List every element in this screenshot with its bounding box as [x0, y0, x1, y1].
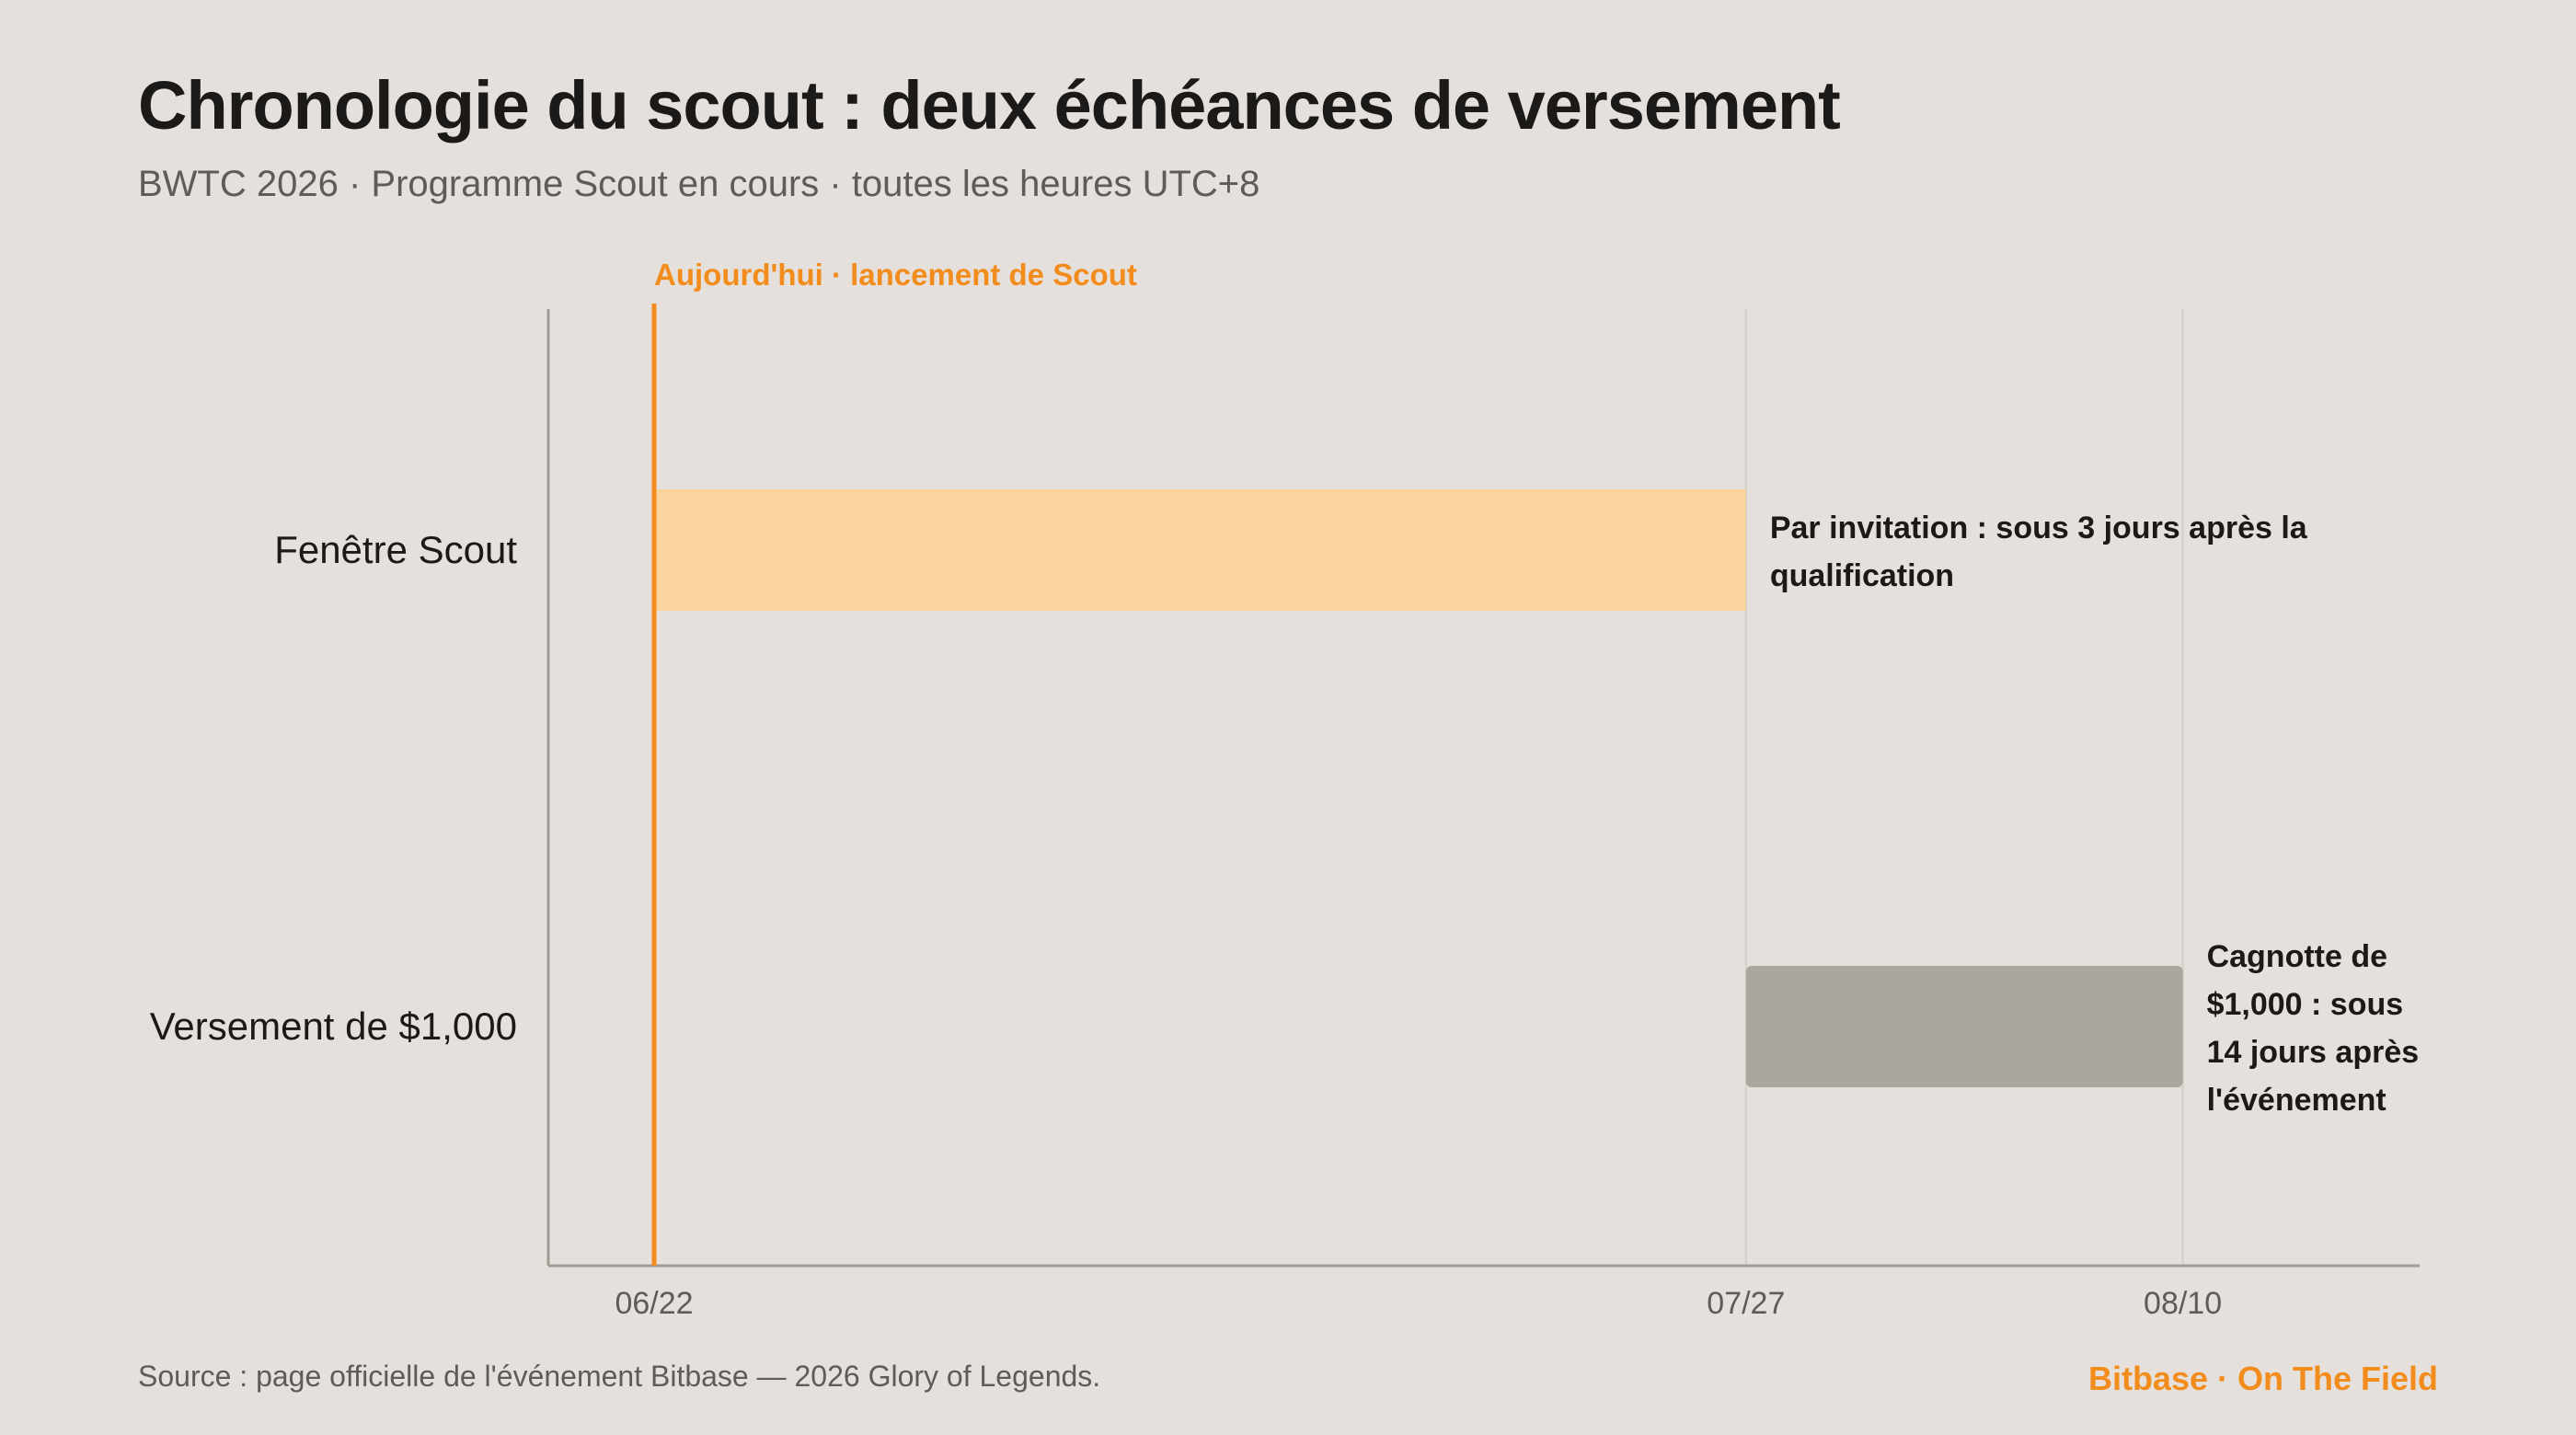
chart-title: Chronologie du scout : deux échéances de…: [138, 67, 1841, 144]
today-marker-label: Aujourd'hui · lancement de Scout: [654, 258, 1137, 292]
source-note: Source : page officielle de l'événement …: [138, 1360, 1101, 1393]
row-label-1: Fenêtre Scout: [274, 528, 517, 571]
bar-annotation-1-line-2: qualification: [1770, 558, 1954, 593]
bar-annotation-2-line-3: 14 jours après: [2207, 1035, 2420, 1070]
x-tick-label-07-27: 07/27: [1707, 1286, 1785, 1321]
bar-annotation-1-line-1: Par invitation : sous 3 jours après la: [1770, 511, 2308, 545]
x-tick-label-06-22: 06/22: [615, 1286, 693, 1321]
chart-subtitle: BWTC 2026 · Programme Scout en cours · t…: [138, 164, 1260, 204]
bar-annotation-2-line-4: l'événement: [2207, 1083, 2386, 1118]
bar-annotation-2-line-1: Cagnotte de: [2207, 939, 2387, 974]
x-tick-label-08-10: 08/10: [2144, 1286, 2222, 1321]
bar-scout-window: [654, 489, 1746, 611]
bar-annotation-2-line-2: $1,000 : sous: [2207, 987, 2404, 1022]
brand-label: Bitbase · On The Field: [2087, 1360, 2438, 1397]
row-label-2: Versement de $1,000: [150, 1004, 517, 1048]
bar-payout: [1745, 966, 2183, 1087]
